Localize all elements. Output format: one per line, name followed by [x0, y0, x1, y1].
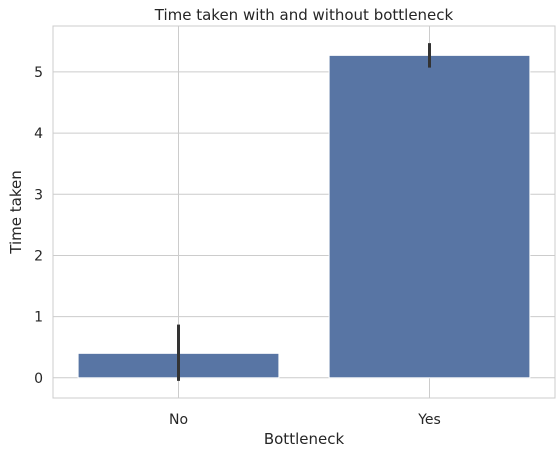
x-tick-label: Yes [417, 412, 441, 428]
chart-title: Time taken with and without bottleneck [154, 6, 454, 24]
bar-yes [328, 54, 531, 379]
bars [77, 54, 531, 379]
x-axis-title: Bottleneck [264, 430, 345, 448]
y-tick-label: 1 [34, 310, 43, 326]
x-tick-labels: No Yes [169, 412, 441, 428]
y-tick-labels: 0 1 2 3 4 5 [34, 65, 43, 387]
y-tick-label: 2 [34, 248, 43, 264]
y-tick-label: 0 [34, 371, 43, 387]
y-tick-label: 4 [34, 126, 43, 142]
error-bars [177, 43, 431, 381]
x-tick-label: No [169, 412, 188, 428]
y-axis-title: Time taken [7, 170, 25, 254]
grid-lines [53, 26, 555, 398]
y-tick-label: 3 [34, 187, 43, 203]
plot-frame [52, 25, 556, 399]
y-tick-label: 5 [34, 65, 43, 81]
